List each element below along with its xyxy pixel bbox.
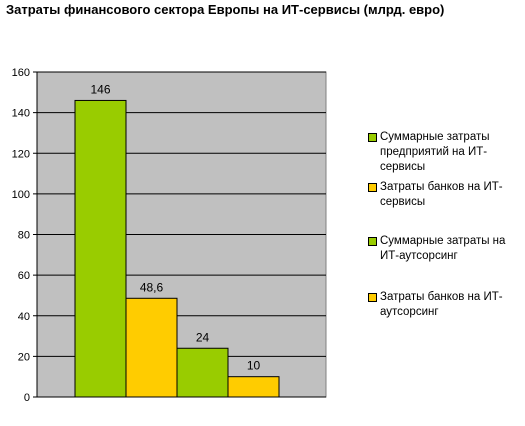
y-tick-label: 120 bbox=[12, 148, 30, 160]
data-label: 146 bbox=[90, 82, 110, 96]
legend-label: Затраты банков на ИТ-сервисы bbox=[380, 181, 503, 208]
data-labels: 146 48,6 24 10 bbox=[90, 82, 260, 372]
legend-swatch bbox=[368, 133, 377, 142]
y-tick-label: 40 bbox=[18, 311, 30, 323]
y-tick-label: 100 bbox=[12, 189, 30, 201]
legend-label: Суммарные затраты на ИТ-аутсорсинг bbox=[380, 235, 506, 262]
legend-swatch bbox=[368, 183, 377, 192]
y-tick-label: 140 bbox=[12, 108, 30, 120]
y-tick-label: 80 bbox=[18, 230, 30, 242]
y-tick-label: 0 bbox=[24, 392, 30, 404]
data-label: 48,6 bbox=[140, 280, 164, 294]
y-tick-label: 60 bbox=[18, 270, 30, 282]
data-label: 24 bbox=[196, 330, 210, 344]
legend-label: Суммарные затраты предприятий на ИТ-серв… bbox=[380, 131, 490, 173]
y-tick-label: 160 bbox=[12, 67, 30, 79]
legend-swatch bbox=[368, 293, 377, 302]
legend-label: Затраты банков на ИТ-аутсорсинг bbox=[380, 291, 503, 318]
bar bbox=[125, 297, 178, 398]
bar bbox=[74, 99, 127, 398]
bar bbox=[176, 347, 229, 398]
bar bbox=[227, 376, 280, 398]
y-tick-label: 20 bbox=[18, 351, 30, 363]
data-label: 10 bbox=[247, 359, 261, 373]
chart-title: Затраты финансового сектора Европы на ИТ… bbox=[6, 2, 445, 17]
bars bbox=[74, 99, 280, 398]
legend-swatch bbox=[368, 237, 377, 246]
